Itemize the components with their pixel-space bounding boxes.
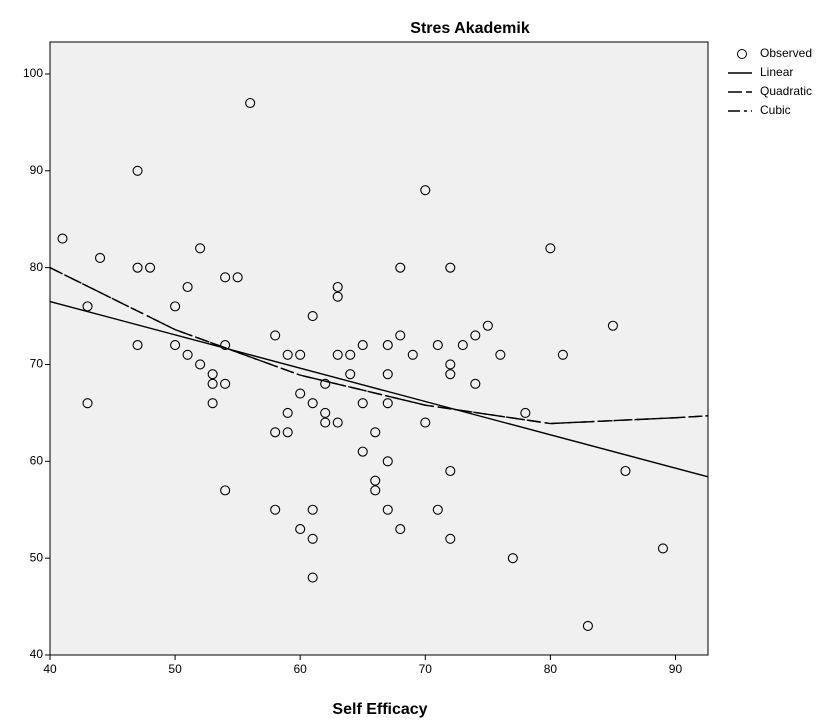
legend-label: Linear: [760, 65, 793, 79]
x-tick-label: 90: [669, 662, 683, 676]
plot-area: [50, 42, 708, 655]
x-tick-label: 70: [419, 662, 433, 676]
x-tick-label: 80: [544, 662, 558, 676]
y-tick-label: 60: [30, 453, 44, 467]
legend-marker: [738, 50, 747, 59]
y-tick-label: 40: [30, 647, 44, 661]
x-axis-label: Self Efficacy: [332, 701, 427, 718]
chart-title: Stres Akademik: [410, 20, 530, 37]
y-tick-label: 50: [30, 550, 44, 564]
y-tick-label: 100: [23, 66, 43, 80]
legend-label: Observed: [760, 46, 812, 60]
x-tick-label: 50: [168, 662, 182, 676]
x-tick-label: 40: [43, 662, 57, 676]
legend-label: Cubic: [760, 103, 791, 117]
legend-label: Quadratic: [760, 84, 812, 98]
x-tick-label: 60: [294, 662, 308, 676]
y-tick-label: 80: [30, 260, 44, 274]
chart: Stres Akademik Self Efficacy 40 50 60 70 80 9…: [0, 0, 835, 722]
page: {"chart_data": {"type": "scatter", "titl…: [0, 0, 835, 727]
y-tick-label: 70: [30, 357, 44, 371]
y-tick-label: 90: [30, 163, 44, 177]
